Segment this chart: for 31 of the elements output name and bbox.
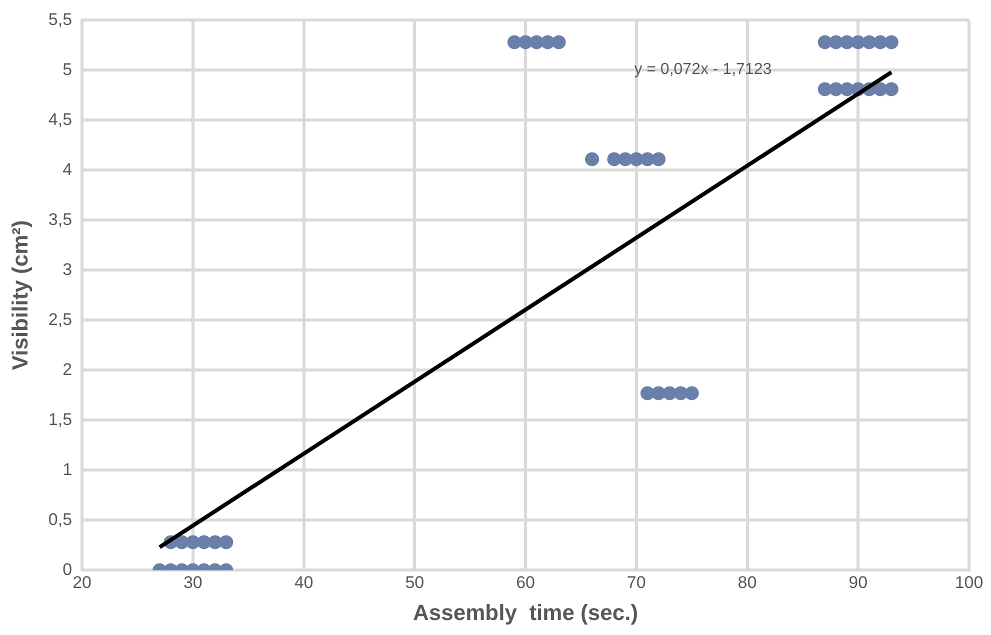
y-tick-label: 4,5 (48, 110, 72, 129)
x-tick-label: 80 (738, 573, 757, 592)
x-tick-label: 20 (72, 573, 92, 592)
point (684, 386, 699, 400)
x-tick-label: 100 (954, 573, 984, 592)
y-tick-label: 4 (62, 160, 72, 179)
y-tick-label: 0 (62, 560, 72, 579)
point (585, 152, 600, 166)
x-tick-label: 90 (848, 573, 868, 592)
x-tick-label: 30 (183, 573, 202, 592)
x-tick-label: 50 (405, 573, 424, 592)
x-tick-label: 60 (516, 573, 535, 592)
x-tick-label: 40 (294, 573, 314, 592)
y-tick-label: 1,5 (48, 410, 72, 429)
annotation: y = 0,072x - 1,7123 (634, 61, 772, 78)
point (652, 152, 666, 166)
point (884, 82, 898, 96)
x-axis-title: Assembly time (sec.) (413, 600, 638, 625)
y-tick-label: 3 (62, 260, 72, 279)
y-tick-label: 5 (62, 60, 72, 79)
point (552, 35, 566, 50)
y-tick-label: 5,5 (48, 10, 72, 29)
point (219, 535, 234, 550)
y-axis-title: Visibility (cm²) (7, 220, 32, 370)
x-tick-label: 70 (626, 573, 646, 592)
y-tick-label: 1 (62, 460, 72, 479)
y-tick-label: 2,5 (48, 310, 72, 329)
y-tick-label: 3,5 (48, 210, 72, 229)
point (884, 35, 898, 50)
y-tick-label: 0,5 (48, 510, 72, 529)
y-tick-label: 2 (62, 360, 72, 379)
